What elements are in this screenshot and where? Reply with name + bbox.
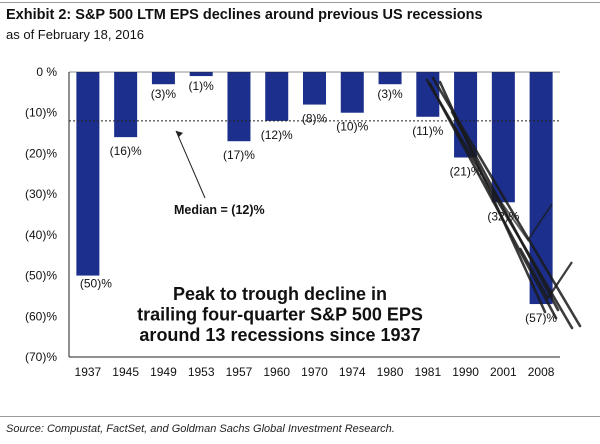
bar-1980	[378, 72, 402, 85]
y-tick-label: 0 %	[36, 65, 57, 79]
bar-1970	[303, 72, 326, 105]
x-tick-label: 2001	[490, 365, 517, 379]
y-tick-label: (40)%	[25, 228, 57, 242]
bar-1960	[265, 72, 289, 121]
x-tick-label: 1974	[339, 365, 366, 379]
bar-1974	[340, 72, 364, 113]
y-tick-label: (50)%	[25, 269, 57, 283]
data-label-1953: (1)%	[189, 79, 215, 93]
source-note: Source: Compustat, FactSet, and Goldman …	[6, 423, 395, 435]
x-tick-label: 1980	[377, 365, 404, 379]
chart-title: Exhibit 2: S&P 500 LTM EPS declines arou…	[6, 7, 483, 23]
bar-2001	[491, 72, 515, 203]
bar-2008	[529, 72, 553, 305]
data-label-1937: (50)%	[80, 277, 112, 291]
x-tick-label: 2008	[528, 365, 555, 379]
median-label: Median = (12)%	[174, 203, 265, 217]
bar-1953	[189, 72, 213, 77]
x-tick-label: 1949	[150, 365, 177, 379]
y-tick-label: (70)%	[25, 350, 57, 364]
x-tick-label: 1970	[301, 365, 328, 379]
data-label-1970: (8)%	[302, 112, 328, 126]
y-tick-label: (10)%	[25, 106, 57, 120]
data-label-1974: (10)%	[336, 120, 368, 134]
x-tick-label: 1953	[188, 365, 215, 379]
y-tick-label: (60)%	[25, 309, 57, 323]
data-label-1957: (17)%	[223, 148, 255, 162]
data-label-1960: (12)%	[261, 128, 293, 142]
x-tick-label: 1960	[263, 365, 290, 379]
drawn-arrow-stroke	[493, 191, 553, 242]
bar-1981	[416, 72, 440, 117]
annotation-line: trailing four-quarter S&P 500 EPS	[137, 305, 423, 325]
top-rule	[0, 2, 600, 3]
x-tick-label: 1937	[75, 365, 102, 379]
bar-1945	[114, 72, 138, 138]
x-tick-label: 1957	[226, 365, 253, 379]
data-label-1949: (3)%	[151, 87, 177, 101]
data-label-1945: (16)%	[110, 144, 142, 158]
annotation-line: around 13 recessions since 1937	[139, 325, 420, 345]
chart-subtitle: as of February 18, 2016	[6, 27, 145, 42]
bar-1949	[151, 72, 175, 85]
drawn-arrow-stroke	[428, 82, 558, 320]
annotation-line: Peak to trough decline in	[173, 284, 387, 304]
y-tick-label: (30)%	[25, 187, 57, 201]
drawn-arrow-stroke	[450, 110, 560, 312]
bar-1937	[76, 72, 100, 276]
source-rule	[0, 416, 600, 417]
data-label-1981: (11)%	[412, 124, 443, 138]
median-arrowhead	[176, 130, 183, 137]
y-tick-label: (20)%	[25, 146, 57, 160]
data-label-2008: (57)%	[525, 311, 557, 325]
drawn-arrow-stroke	[519, 247, 573, 301]
bar-1957	[227, 72, 251, 142]
data-label-1980: (3)%	[377, 87, 403, 101]
x-tick-label: 1945	[112, 365, 139, 379]
x-tick-label: 1981	[414, 365, 441, 379]
median-arrow	[175, 130, 206, 199]
x-tick-label: 1990	[452, 365, 479, 379]
